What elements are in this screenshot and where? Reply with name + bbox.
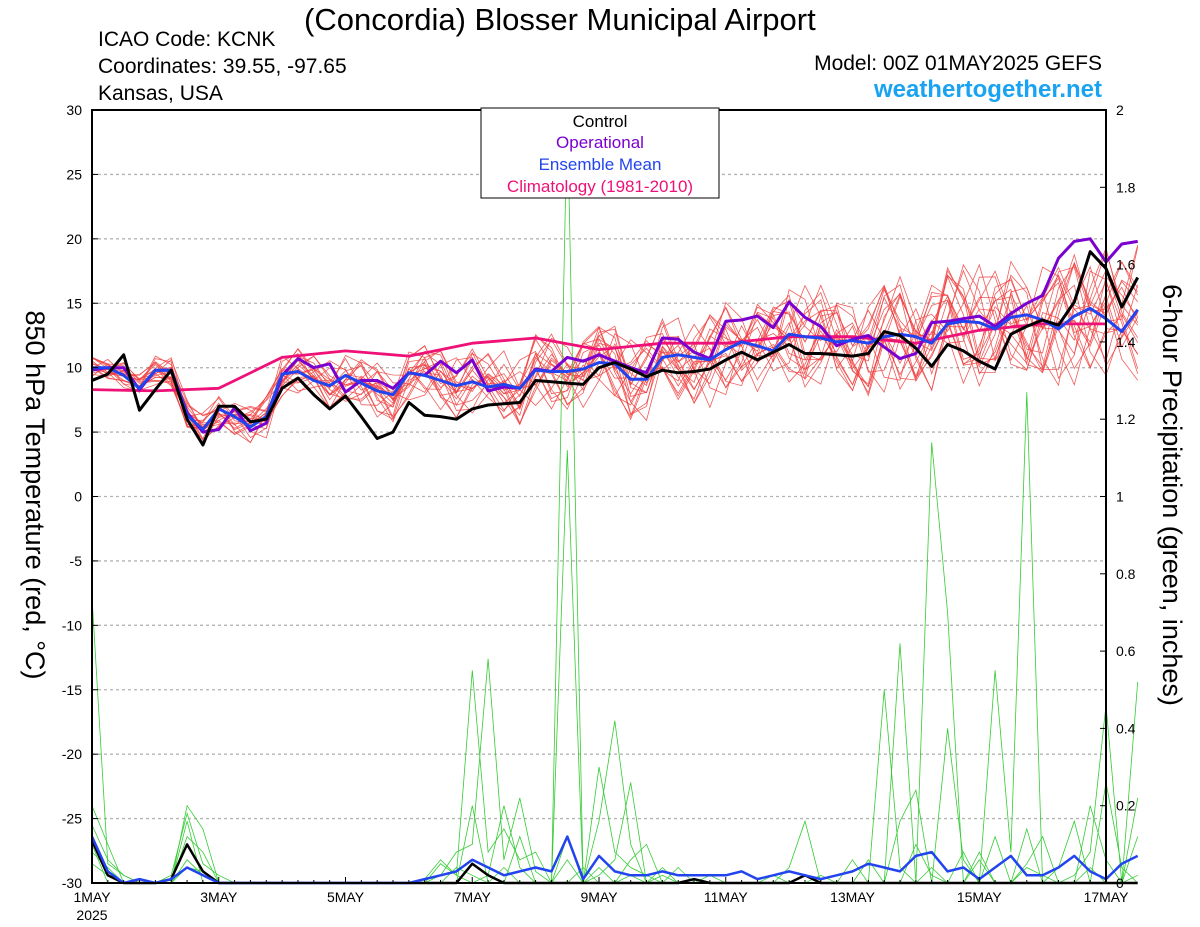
y-tick-label: -20: [62, 746, 82, 762]
y-tick-label: -25: [62, 811, 82, 827]
temperature-member-line: [91, 268, 1139, 434]
x-tick-label: 9MAY: [580, 889, 618, 905]
y2-tick-label: 1.6: [1116, 257, 1136, 273]
legend-control: Control: [573, 112, 628, 131]
y-tick-label: -10: [62, 617, 82, 633]
coordinates: Coordinates: 39.55, -97.65: [98, 55, 347, 78]
y2-tick-label: 0.4: [1116, 720, 1136, 736]
y2-tick-label: 2: [1116, 102, 1124, 118]
y2-tick-label: 1.2: [1116, 411, 1136, 427]
y2-tick-label: 1: [1116, 489, 1124, 505]
y-axis-title: 850 hPa Temperature (red, °C): [20, 311, 50, 680]
right-axis-ticks: 2 1.8 1.6 1.4 1.2 1 0.8 0.6 0.4 0.2 0: [1100, 102, 1136, 891]
x-tick-label: 15MAY: [957, 889, 1003, 905]
icao-code: ICAO Code: KCNK: [98, 28, 276, 51]
y2-axis-title: 6-hour Precipitation (green, inches): [1157, 284, 1187, 706]
temperature-member-line: [91, 266, 1139, 422]
temperature-member-line: [91, 270, 1139, 430]
precipitation-member-line: [91, 689, 1138, 884]
y-tick-label: 5: [74, 424, 82, 440]
control-line: [91, 250, 1140, 447]
left-axis-ticks: 30 25 20 15 10 5 0 -5 -10 -15 -20 -25 -30: [62, 102, 98, 891]
y-tick-label: -5: [70, 553, 83, 569]
x-tick-label: 17MAY: [1084, 889, 1130, 905]
temperature-member-line: [91, 261, 1139, 429]
x-tick-label: 5MAY: [327, 889, 365, 905]
y-tick-label: 30: [66, 102, 82, 118]
y2-tick-label: 0.6: [1116, 643, 1136, 659]
location: Kansas, USA: [98, 82, 223, 105]
temperature-ensemble-members: [91, 244, 1139, 445]
temperature-member-line: [91, 276, 1139, 439]
precipitation-member-line: [91, 643, 1139, 885]
legend-climatology: Climatology (1981-2010): [507, 177, 693, 196]
x-tick-year: 2025: [76, 907, 107, 923]
y-tick-label: 20: [66, 231, 82, 247]
y2-tick-label: 0.2: [1116, 798, 1136, 814]
y2-tick-label: 1.8: [1116, 179, 1136, 195]
y2-tick-label: 0.8: [1116, 566, 1136, 582]
y-tick-label: -30: [62, 875, 82, 891]
legend-ensemble-mean: Ensemble Mean: [539, 155, 662, 174]
x-tick-label: 7MAY: [454, 889, 492, 905]
legend: Control Operational Ensemble Mean Climat…: [480, 107, 720, 199]
y-tick-label: -15: [62, 682, 82, 698]
precipitation-member-line: [91, 392, 1139, 885]
y2-tick-label: 1.4: [1116, 334, 1136, 350]
x-tick-label: 11MAY: [704, 889, 748, 905]
x-tick-label: 3MAY: [200, 889, 238, 905]
y-tick-label: 10: [66, 360, 82, 376]
y-tick-label: 0: [74, 489, 82, 505]
legend-box: [480, 107, 720, 199]
x-tick-label: 13MAY: [830, 889, 876, 905]
legend-operational: Operational: [556, 133, 644, 152]
x-axis-ticks: 1MAY 2025 3MAY 5MAY 7MAY 9MAY 11MAY 13MAY 15MAY 1…: [73, 877, 1129, 923]
airport-title: (Concordia) Blosser Municipal Airport: [304, 2, 816, 37]
y-tick-label: 25: [66, 166, 82, 182]
temperature-member-line: [91, 264, 1139, 427]
site-link[interactable]: weathertogether.net: [873, 76, 1102, 103]
y2-tick-label: 0: [1116, 875, 1124, 891]
model-run: Model: 00Z 01MAY2025 GEFS: [814, 52, 1102, 75]
x-tick-label: 1MAY: [73, 889, 111, 905]
operational-line: [91, 237, 1138, 434]
y-tick-label: 15: [66, 295, 82, 311]
